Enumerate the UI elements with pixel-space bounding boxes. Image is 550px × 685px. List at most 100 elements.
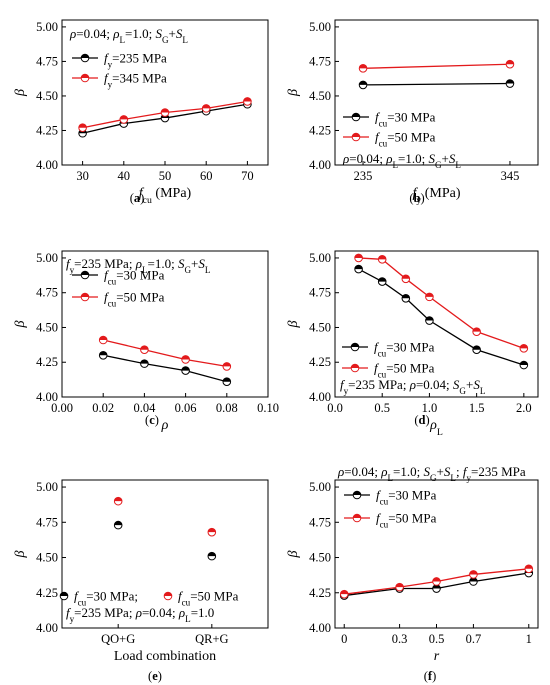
legend-marker-fill — [353, 491, 361, 495]
series-line-1 — [103, 339, 227, 368]
data-point — [432, 577, 441, 586]
y-tick-label: 4.25 — [36, 586, 58, 600]
data-point — [469, 570, 478, 579]
x-tick-label: 40 — [118, 169, 131, 183]
data-point-fill — [469, 570, 478, 575]
data-point — [119, 115, 129, 124]
y-tick-label: 5.00 — [309, 20, 331, 34]
legend-label: fcu=50 MPa — [376, 511, 437, 530]
y-tick-label: 4.25 — [309, 355, 331, 369]
y-tick-label: 5.00 — [36, 251, 58, 265]
legend-label: fcu=30 MPa — [375, 110, 436, 129]
y-tick-label: 4.00 — [309, 158, 331, 172]
data-point — [113, 520, 123, 530]
y-tick-label: 4.00 — [36, 621, 58, 635]
data-point — [339, 589, 349, 599]
data-point-fill — [223, 362, 231, 367]
x-tick-label: 235 — [354, 169, 373, 183]
y-tick-label: 4.50 — [36, 320, 58, 334]
data-point — [207, 551, 217, 561]
data-point-fill — [181, 366, 190, 371]
panel-f: 4.00 4.25 4.50 4.75 5.00 0 0.3 0.5 0.7 1 β r fcu=30 … — [286, 464, 539, 683]
legend-marker-fill — [351, 364, 359, 368]
data-point — [243, 97, 252, 106]
legend-marker-fill — [353, 514, 361, 518]
x-tick-label: 0.06 — [175, 401, 197, 415]
y-tick-label: 4.00 — [309, 390, 331, 404]
data-point-fill — [359, 64, 367, 69]
data-point-fill — [359, 81, 367, 85]
panel-annotation: ρ=0.04; ρL=1.0; SG+SL; fy=235 MPa — [337, 464, 526, 483]
legend-marker-fill — [352, 133, 360, 137]
legend-marker — [163, 591, 173, 601]
data-point-fill — [506, 60, 514, 65]
y-tick-label: 4.75 — [36, 286, 58, 300]
panel-caption: (b) — [409, 191, 424, 205]
x-tick-label: 2.0 — [516, 401, 532, 415]
panel-annotation: fy=235 MPa; ρ=0.04; ρL=1.0 — [66, 605, 214, 624]
data-point-fill — [520, 344, 528, 349]
legend-marker — [352, 513, 362, 523]
data-point-fill — [99, 351, 107, 356]
y-tick-label: 5.00 — [309, 480, 331, 494]
legend-marker-fill — [351, 343, 359, 347]
series-line-0 — [358, 268, 525, 366]
x-tick-label: 30 — [76, 169, 89, 183]
y-tick-label: 5.00 — [309, 251, 331, 265]
data-point — [201, 104, 211, 113]
legend-marker-fill — [81, 54, 89, 58]
x-tick-label: 0.00 — [51, 401, 73, 415]
y-tick-label: 5.00 — [36, 480, 58, 494]
x-tick-label: 345 — [501, 169, 520, 183]
y-tick-label: 4.75 — [36, 515, 58, 529]
legend-marker — [80, 270, 90, 280]
data-point — [524, 564, 534, 574]
data-point-fill — [432, 584, 441, 589]
y-axis-label: β — [286, 550, 301, 558]
data-point-fill — [395, 583, 404, 588]
legend-label: fcu=30 MPa — [376, 488, 437, 507]
x-axis-label: fcu (MPa) — [139, 186, 192, 206]
legend-marker-fill — [352, 113, 360, 117]
legend-marker-fill — [81, 271, 89, 275]
panel-annotation: fy=235 MPa; ρ=0.04; SG+SL — [340, 377, 486, 396]
y-tick-label: 4.25 — [36, 355, 58, 369]
data-point — [140, 345, 149, 355]
legend-label: fcu=50 MPa — [178, 589, 239, 608]
data-point — [78, 123, 87, 133]
data-point — [505, 59, 515, 69]
data-point-fill — [340, 590, 349, 595]
panel-a: 4.00 4.25 4.50 4.75 5.00 30 40 50 60 70 β fcu (MPa)… — [13, 19, 269, 206]
data-point — [401, 274, 411, 284]
data-point-fill — [114, 497, 122, 502]
data-point — [98, 350, 108, 360]
data-point — [354, 264, 363, 274]
legend-marker-fill — [60, 592, 68, 596]
data-point-fill — [425, 316, 434, 321]
y-tick-label: 5.00 — [36, 20, 58, 34]
legend-marker-fill — [81, 293, 89, 297]
legend-marker — [351, 132, 361, 142]
panel-c: 4.00 4.25 4.50 4.75 5.00 0.00 0.02 0.04 0.06 0.08… — [13, 250, 279, 433]
legend-marker-fill — [81, 74, 89, 78]
series-line-1 — [358, 257, 525, 349]
x-tick-label: 1 — [526, 632, 532, 646]
data-point-fill — [506, 79, 514, 84]
data-point-fill — [161, 108, 169, 113]
x-axis-label: r — [434, 649, 440, 664]
x-tick-label: 0.5 — [429, 632, 445, 646]
data-point — [354, 253, 363, 263]
series-line-0 — [103, 354, 227, 383]
data-point — [377, 255, 387, 264]
data-point — [469, 577, 478, 586]
data-point-fill — [472, 327, 481, 332]
x-tick-label: 0.10 — [257, 401, 279, 415]
legend-marker — [350, 342, 360, 352]
data-point-fill — [99, 336, 107, 340]
series-line-1 — [363, 63, 510, 69]
data-point-fill — [378, 277, 387, 282]
y-tick-label: 4.75 — [309, 286, 331, 300]
data-point — [181, 355, 190, 364]
legend-label: fcu=50 MPa — [374, 361, 435, 380]
